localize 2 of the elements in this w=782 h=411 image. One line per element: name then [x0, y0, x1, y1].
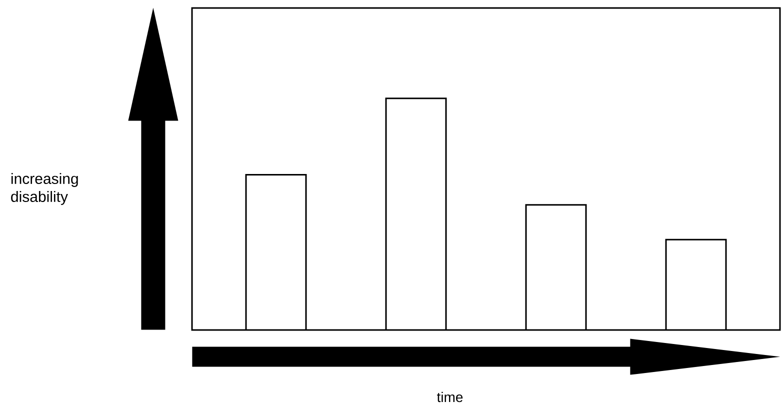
text: increasing disability — [11, 173, 78, 205]
x-axis-title: time — [437, 392, 463, 402]
